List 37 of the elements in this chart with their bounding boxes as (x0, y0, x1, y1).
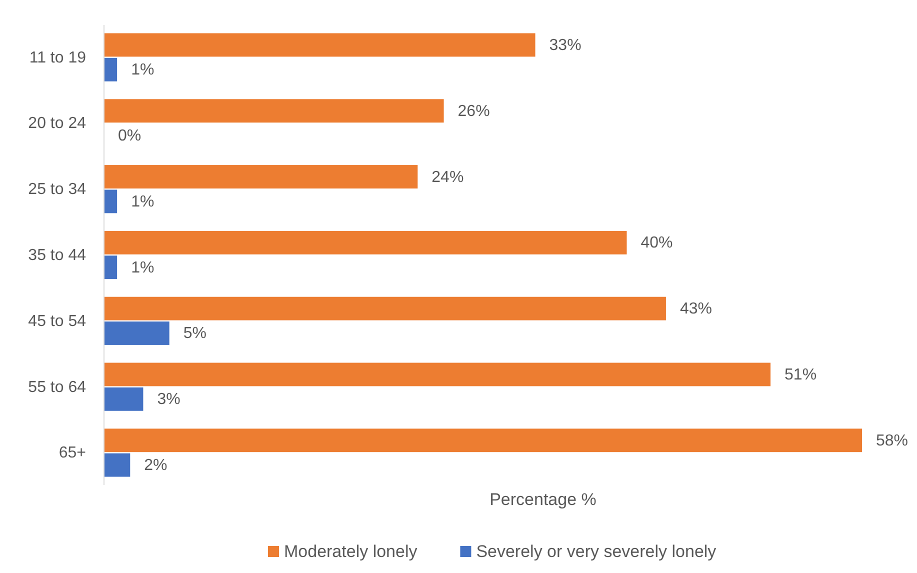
x-axis-title: Percentage % (490, 490, 596, 509)
data-label: 2% (144, 457, 168, 474)
legend-label: Moderately lonely (284, 542, 418, 561)
bar (104, 296, 666, 320)
bar (104, 453, 130, 477)
data-label: 24% (432, 168, 464, 186)
data-label: 33% (549, 36, 582, 54)
bar (104, 99, 444, 123)
bar (104, 256, 118, 280)
data-label: 43% (680, 300, 712, 318)
data-label: 3% (157, 391, 180, 408)
data-label: 5% (183, 325, 206, 342)
data-label: 51% (784, 366, 817, 384)
y-tick-label: 35 to 44 (28, 247, 86, 264)
bar (104, 33, 536, 57)
data-label: 26% (458, 102, 490, 120)
data-label: 1% (131, 193, 154, 210)
bar (104, 387, 144, 411)
bar (104, 362, 771, 386)
data-label: 1% (131, 62, 154, 79)
data-label: 1% (131, 259, 154, 276)
data-label: 40% (640, 234, 673, 252)
y-tick-label: 11 to 19 (29, 49, 86, 66)
bar (104, 190, 118, 214)
legend-label: Severely or very severely lonely (476, 542, 717, 561)
y-tick-label: 55 to 64 (28, 378, 86, 396)
bar (104, 165, 418, 188)
data-label: 0% (118, 128, 142, 145)
bar (104, 230, 627, 254)
y-tick-label: 45 to 54 (28, 312, 86, 330)
bar (104, 428, 862, 452)
data-label: 58% (876, 432, 908, 450)
y-tick-label: 25 to 34 (28, 181, 86, 198)
y-tick-label: 20 to 24 (28, 115, 86, 132)
y-tick-label: 65+ (58, 444, 86, 462)
bar (104, 322, 170, 345)
bar (104, 58, 118, 82)
